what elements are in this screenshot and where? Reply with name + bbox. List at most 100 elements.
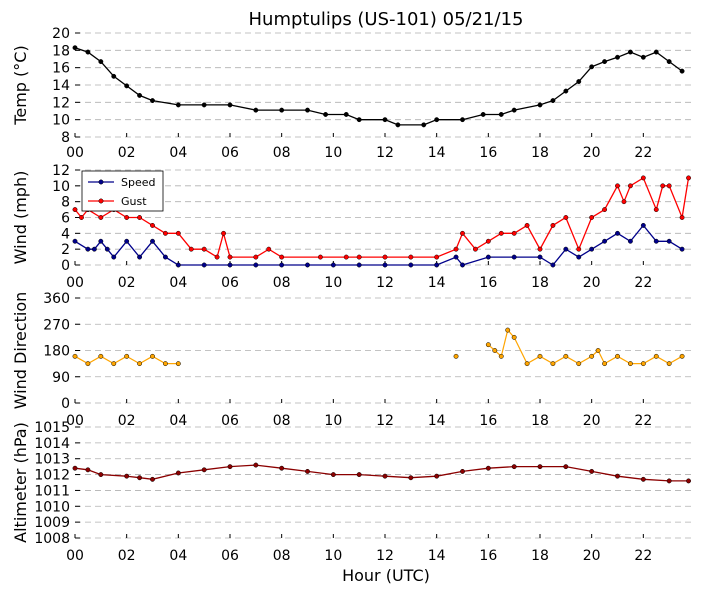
- y-tick-label: 180: [43, 344, 70, 360]
- y-tick-label: 12: [52, 95, 70, 111]
- data-point: [382, 117, 388, 123]
- x-tick-label: 06: [221, 275, 239, 291]
- direction-segment: [526, 355, 541, 365]
- data-point: [460, 262, 465, 268]
- direction-segment: [113, 355, 127, 365]
- data-point: [227, 464, 233, 470]
- series-line-3: [74, 464, 689, 482]
- data-point: [72, 238, 78, 244]
- y-tick-label: 20: [52, 26, 70, 42]
- data-point: [323, 112, 329, 117]
- data-point: [111, 73, 117, 79]
- data-point: [550, 98, 556, 104]
- y-tick-label: 360: [43, 291, 70, 307]
- data-point: [305, 262, 310, 268]
- data-point: [653, 49, 659, 55]
- data-point: [563, 464, 569, 470]
- data-point: [124, 473, 130, 479]
- y-tick-label: 16: [52, 61, 70, 77]
- data-point: [175, 361, 181, 367]
- data-point: [330, 262, 336, 268]
- data-point: [615, 183, 620, 189]
- data-point: [434, 117, 440, 123]
- data-point: [627, 49, 633, 55]
- x-tick-label: 20: [583, 413, 601, 429]
- data-point: [253, 107, 259, 113]
- data-point: [98, 353, 104, 359]
- data-point: [72, 207, 78, 213]
- data-point: [421, 122, 427, 128]
- data-point: [72, 45, 78, 51]
- data-point: [356, 254, 362, 260]
- y-tick-label: 8: [61, 130, 70, 146]
- y-axis-label: Temp (°C): [11, 45, 30, 125]
- data-point: [550, 222, 556, 228]
- data-point: [188, 246, 194, 252]
- y-tick-label: 1010: [34, 499, 70, 515]
- data-point: [686, 175, 691, 181]
- x-tick-label: 08: [273, 548, 291, 564]
- x-tick-label: 00: [66, 275, 84, 291]
- data-point: [98, 215, 104, 220]
- data-point: [214, 254, 220, 260]
- data-point: [679, 215, 685, 220]
- data-point: [602, 207, 608, 213]
- y-tick-label: 0: [61, 258, 70, 274]
- data-point: [356, 472, 362, 478]
- x-tick-label: 20: [583, 275, 601, 291]
- direction-segment: [513, 337, 528, 364]
- data-point: [472, 246, 478, 252]
- data-point: [595, 348, 601, 353]
- data-point: [615, 473, 620, 479]
- data-point: [653, 238, 659, 244]
- x-tick-label: 16: [479, 548, 497, 564]
- data-point: [576, 361, 582, 367]
- x-tick-label: 02: [118, 413, 136, 429]
- data-point: [480, 112, 486, 117]
- data-point: [111, 254, 117, 260]
- y-tick-label: 4: [61, 226, 70, 242]
- x-tick-label: 14: [428, 413, 446, 429]
- data-point: [382, 254, 388, 260]
- x-tick-label: 16: [479, 413, 497, 429]
- direction-segment: [552, 355, 567, 365]
- data-point: [79, 215, 84, 220]
- x-tick-label: 10: [324, 413, 342, 429]
- data-point: [175, 102, 181, 108]
- data-point: [563, 353, 569, 359]
- data-point: [524, 361, 530, 367]
- data-point: [85, 361, 91, 367]
- legend-label: Gust: [121, 195, 147, 208]
- data-point: [666, 478, 672, 484]
- direction-segment: [74, 355, 89, 365]
- data-point: [453, 246, 459, 252]
- x-tick-label: 12: [376, 413, 394, 429]
- data-point: [602, 59, 608, 65]
- x-tick-label: 22: [634, 275, 652, 291]
- data-point: [279, 107, 285, 113]
- legend-box: [81, 170, 164, 212]
- y-tick-label: 1012: [34, 468, 70, 484]
- data-point: [221, 230, 226, 236]
- x-tick-label: 04: [169, 413, 187, 429]
- data-point: [666, 361, 672, 367]
- x-tick-label: 06: [221, 145, 239, 161]
- y-tick-label: 90: [52, 370, 70, 386]
- data-point: [175, 230, 181, 236]
- data-point: [666, 183, 672, 189]
- data-point: [434, 262, 440, 268]
- data-point: [279, 254, 285, 260]
- x-tick-label: 04: [169, 145, 187, 161]
- data-point: [505, 327, 511, 333]
- data-point: [150, 222, 155, 228]
- data-point: [653, 207, 659, 213]
- data-point: [563, 215, 569, 220]
- data-point: [576, 254, 582, 260]
- x-tick-label: 16: [479, 275, 497, 291]
- data-point: [640, 54, 646, 60]
- data-point: [98, 238, 104, 244]
- data-point: [91, 246, 97, 252]
- data-point: [330, 472, 336, 478]
- y-tick-label: 6: [61, 211, 70, 227]
- data-point: [589, 215, 595, 220]
